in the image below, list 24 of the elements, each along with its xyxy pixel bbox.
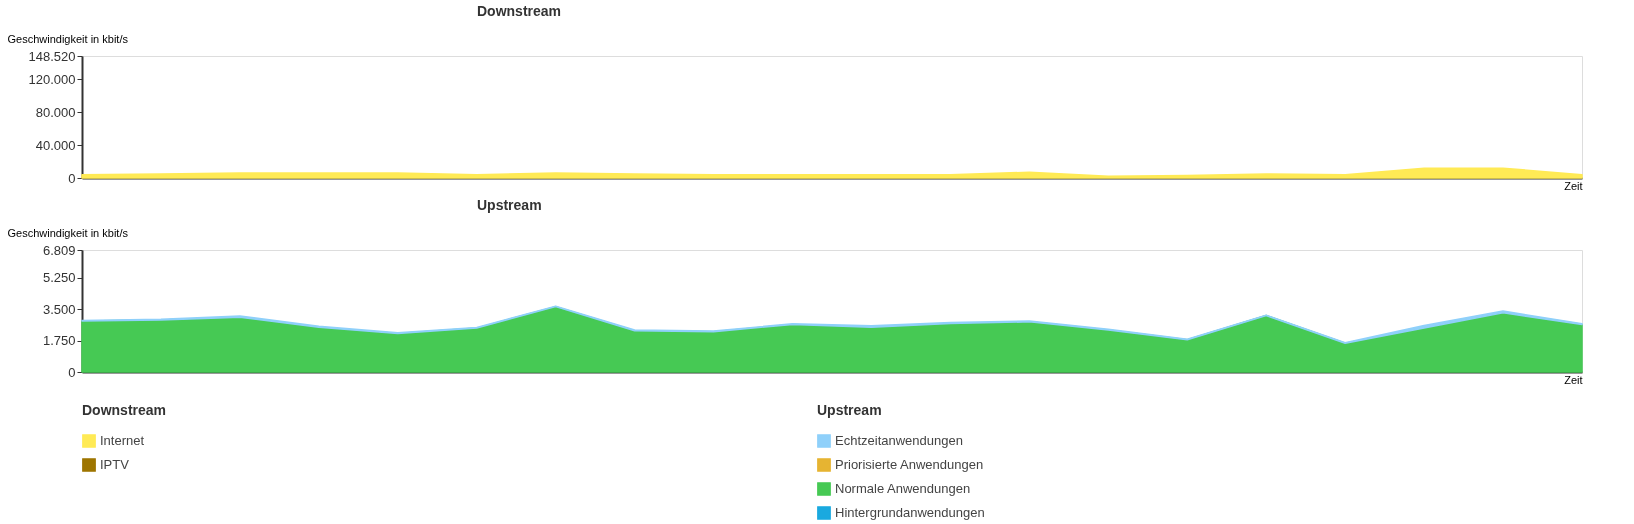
legend-label: Echtzeitanwendungen — [835, 433, 963, 448]
legend-label: Priorisierte Anwendungen — [835, 457, 984, 472]
y-tick-label: 0 — [68, 170, 76, 186]
y-tick-label: 80.000 — [35, 104, 76, 120]
x-axis-title: Zeit — [1564, 179, 1583, 192]
legend-label: Normale Anwendungen — [835, 481, 971, 496]
y-tick-label: 6.809 — [42, 242, 76, 258]
legend-label: Internet — [100, 433, 145, 448]
chart-title: Downstream — [477, 3, 562, 19]
y-axis-title: Geschwindigkeit in kbit/s — [7, 32, 129, 45]
y-tick-label: 0 — [68, 364, 76, 380]
legend-title: Downstream — [82, 402, 167, 418]
y-tick-label: 148.520 — [28, 48, 76, 64]
legend-label: Hintergrundanwendungen — [835, 505, 985, 520]
chart-title: Upstream — [477, 197, 542, 213]
x-axis-title: Zeit — [1564, 373, 1583, 386]
y-tick-label: 120.000 — [28, 71, 76, 87]
legend-title: Upstream — [817, 402, 882, 418]
y-tick-label: 3.500 — [42, 301, 76, 317]
y-tick-label: 40.000 — [35, 137, 76, 153]
y-tick-label: 1.750 — [42, 333, 76, 349]
legend-label: IPTV — [100, 457, 130, 472]
y-axis-title: Geschwindigkeit in kbit/s — [7, 226, 129, 239]
y-tick-label: 5.250 — [42, 270, 76, 286]
